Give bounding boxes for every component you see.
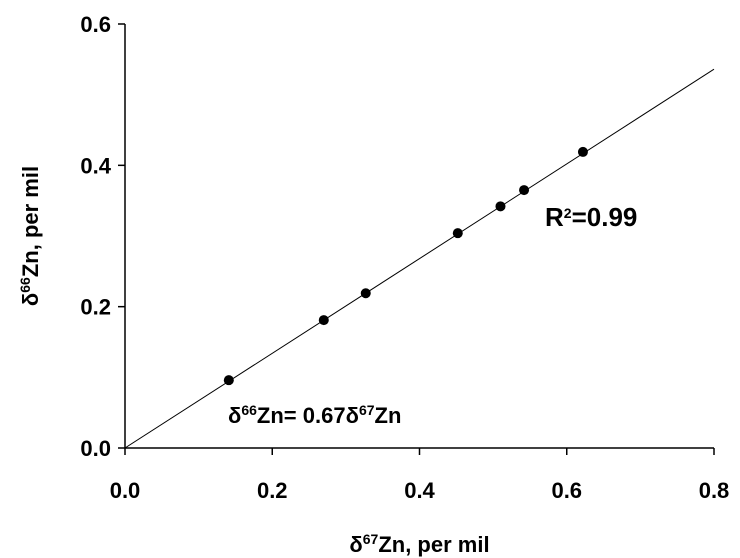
equation-part: Zn= — [257, 403, 303, 428]
point — [452, 228, 463, 239]
equation-part: Zn — [375, 403, 402, 428]
point — [519, 185, 530, 196]
equation-part: δ — [346, 403, 359, 428]
equation-part: 67 — [359, 402, 375, 418]
equation-part: δ — [228, 403, 241, 428]
x-tick-label: 0.4 — [404, 478, 435, 503]
equation-part: 66 — [241, 402, 257, 418]
x-axis-label-part: Zn, per mil — [378, 532, 489, 557]
r-squared-part: R — [545, 202, 564, 232]
x-tick-label: 0.6 — [551, 478, 582, 503]
slope-label: 0.67 — [303, 403, 346, 428]
y-axis-label-part: Zn, per mil — [18, 166, 43, 277]
x-tick-label: 0.0 — [110, 478, 141, 503]
x-axis-label-part: 67 — [363, 531, 379, 547]
point — [577, 146, 588, 157]
y-axis-label-part: 66 — [17, 277, 33, 293]
r-squared-part: 2 — [564, 205, 572, 221]
x-tick-label: 0.2 — [257, 478, 288, 503]
x-axis-label-part: δ — [349, 532, 362, 557]
y-tick-label: 0.4 — [80, 153, 111, 178]
trendline — [124, 68, 715, 449]
r-squared: R2=0.99 — [545, 202, 637, 232]
x-tick-label: 0.8 — [699, 478, 730, 503]
y-tick-label: 0.2 — [80, 295, 111, 320]
point — [360, 288, 371, 299]
point — [318, 315, 329, 326]
x-axis-label: δ67Zn, per mil — [349, 531, 489, 557]
r-squared-part: =0.99 — [572, 202, 638, 232]
y-axis-label-part: δ — [18, 293, 43, 306]
equation: δ66Zn= 0.67δ67Zn — [228, 402, 401, 428]
point — [495, 201, 506, 212]
point — [223, 375, 234, 386]
y-axis-label: δ66Zn, per mil — [17, 166, 43, 306]
y-tick-label: 0.6 — [80, 12, 111, 37]
y-tick-label: 0.0 — [80, 436, 111, 461]
